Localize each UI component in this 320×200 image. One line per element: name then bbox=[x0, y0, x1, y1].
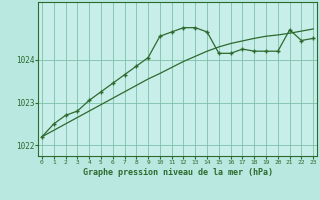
X-axis label: Graphe pression niveau de la mer (hPa): Graphe pression niveau de la mer (hPa) bbox=[83, 168, 273, 177]
